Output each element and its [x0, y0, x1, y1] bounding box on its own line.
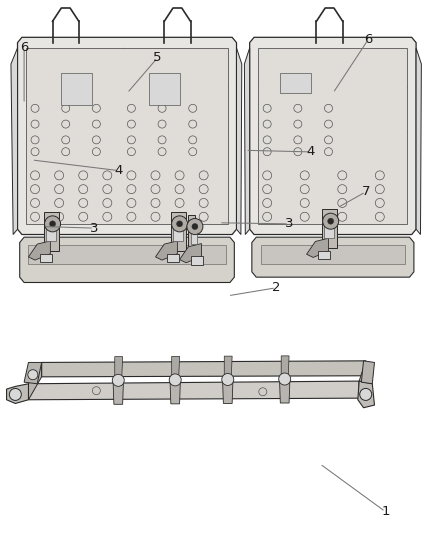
Circle shape	[360, 389, 372, 400]
Polygon shape	[172, 357, 180, 378]
Polygon shape	[28, 245, 226, 264]
Polygon shape	[28, 362, 42, 400]
Polygon shape	[359, 361, 366, 398]
Polygon shape	[26, 48, 228, 224]
Text: 7: 7	[361, 185, 370, 198]
Polygon shape	[40, 254, 52, 262]
Polygon shape	[20, 237, 234, 282]
Polygon shape	[28, 241, 50, 260]
Polygon shape	[24, 362, 42, 384]
Polygon shape	[155, 241, 177, 260]
Text: 6: 6	[364, 34, 372, 46]
Polygon shape	[11, 48, 18, 235]
Text: 6: 6	[20, 42, 28, 54]
Polygon shape	[7, 384, 28, 403]
Polygon shape	[416, 48, 421, 235]
Polygon shape	[42, 361, 366, 377]
Text: 2: 2	[272, 281, 280, 294]
Polygon shape	[358, 381, 374, 408]
Polygon shape	[170, 378, 180, 404]
Circle shape	[172, 216, 187, 232]
Circle shape	[187, 219, 203, 235]
Polygon shape	[252, 237, 414, 277]
Polygon shape	[280, 73, 311, 93]
Polygon shape	[244, 48, 250, 235]
Circle shape	[279, 373, 291, 385]
Polygon shape	[115, 357, 123, 378]
Polygon shape	[261, 245, 405, 264]
Polygon shape	[237, 48, 242, 235]
Polygon shape	[167, 254, 179, 262]
Circle shape	[9, 389, 21, 400]
Polygon shape	[173, 219, 183, 241]
Polygon shape	[18, 37, 237, 235]
Polygon shape	[149, 73, 180, 105]
Circle shape	[323, 213, 339, 229]
Text: 3: 3	[285, 217, 293, 230]
Polygon shape	[250, 37, 416, 235]
Polygon shape	[258, 48, 407, 224]
Circle shape	[112, 374, 124, 386]
Polygon shape	[318, 251, 330, 260]
Polygon shape	[279, 377, 290, 403]
Circle shape	[222, 374, 234, 385]
Circle shape	[169, 374, 181, 386]
Polygon shape	[188, 215, 195, 253]
Text: 4: 4	[114, 164, 123, 177]
Circle shape	[328, 218, 334, 224]
Polygon shape	[44, 212, 59, 251]
Polygon shape	[46, 219, 56, 241]
Polygon shape	[281, 356, 289, 377]
Polygon shape	[223, 378, 233, 403]
Circle shape	[192, 223, 198, 230]
Text: 3: 3	[90, 222, 99, 235]
Circle shape	[28, 370, 38, 379]
Circle shape	[45, 216, 60, 232]
Polygon shape	[307, 238, 328, 257]
Polygon shape	[224, 356, 232, 377]
Polygon shape	[322, 209, 337, 248]
Polygon shape	[324, 216, 334, 238]
Circle shape	[49, 221, 56, 227]
Text: 4: 4	[307, 146, 315, 158]
Polygon shape	[61, 73, 92, 105]
Polygon shape	[113, 379, 124, 405]
Polygon shape	[361, 361, 374, 384]
Polygon shape	[28, 381, 359, 400]
Text: 1: 1	[381, 505, 390, 518]
Polygon shape	[171, 212, 186, 251]
Polygon shape	[180, 244, 201, 263]
Polygon shape	[191, 256, 203, 265]
Circle shape	[177, 221, 183, 227]
Text: 5: 5	[153, 51, 162, 64]
Polygon shape	[191, 221, 197, 244]
